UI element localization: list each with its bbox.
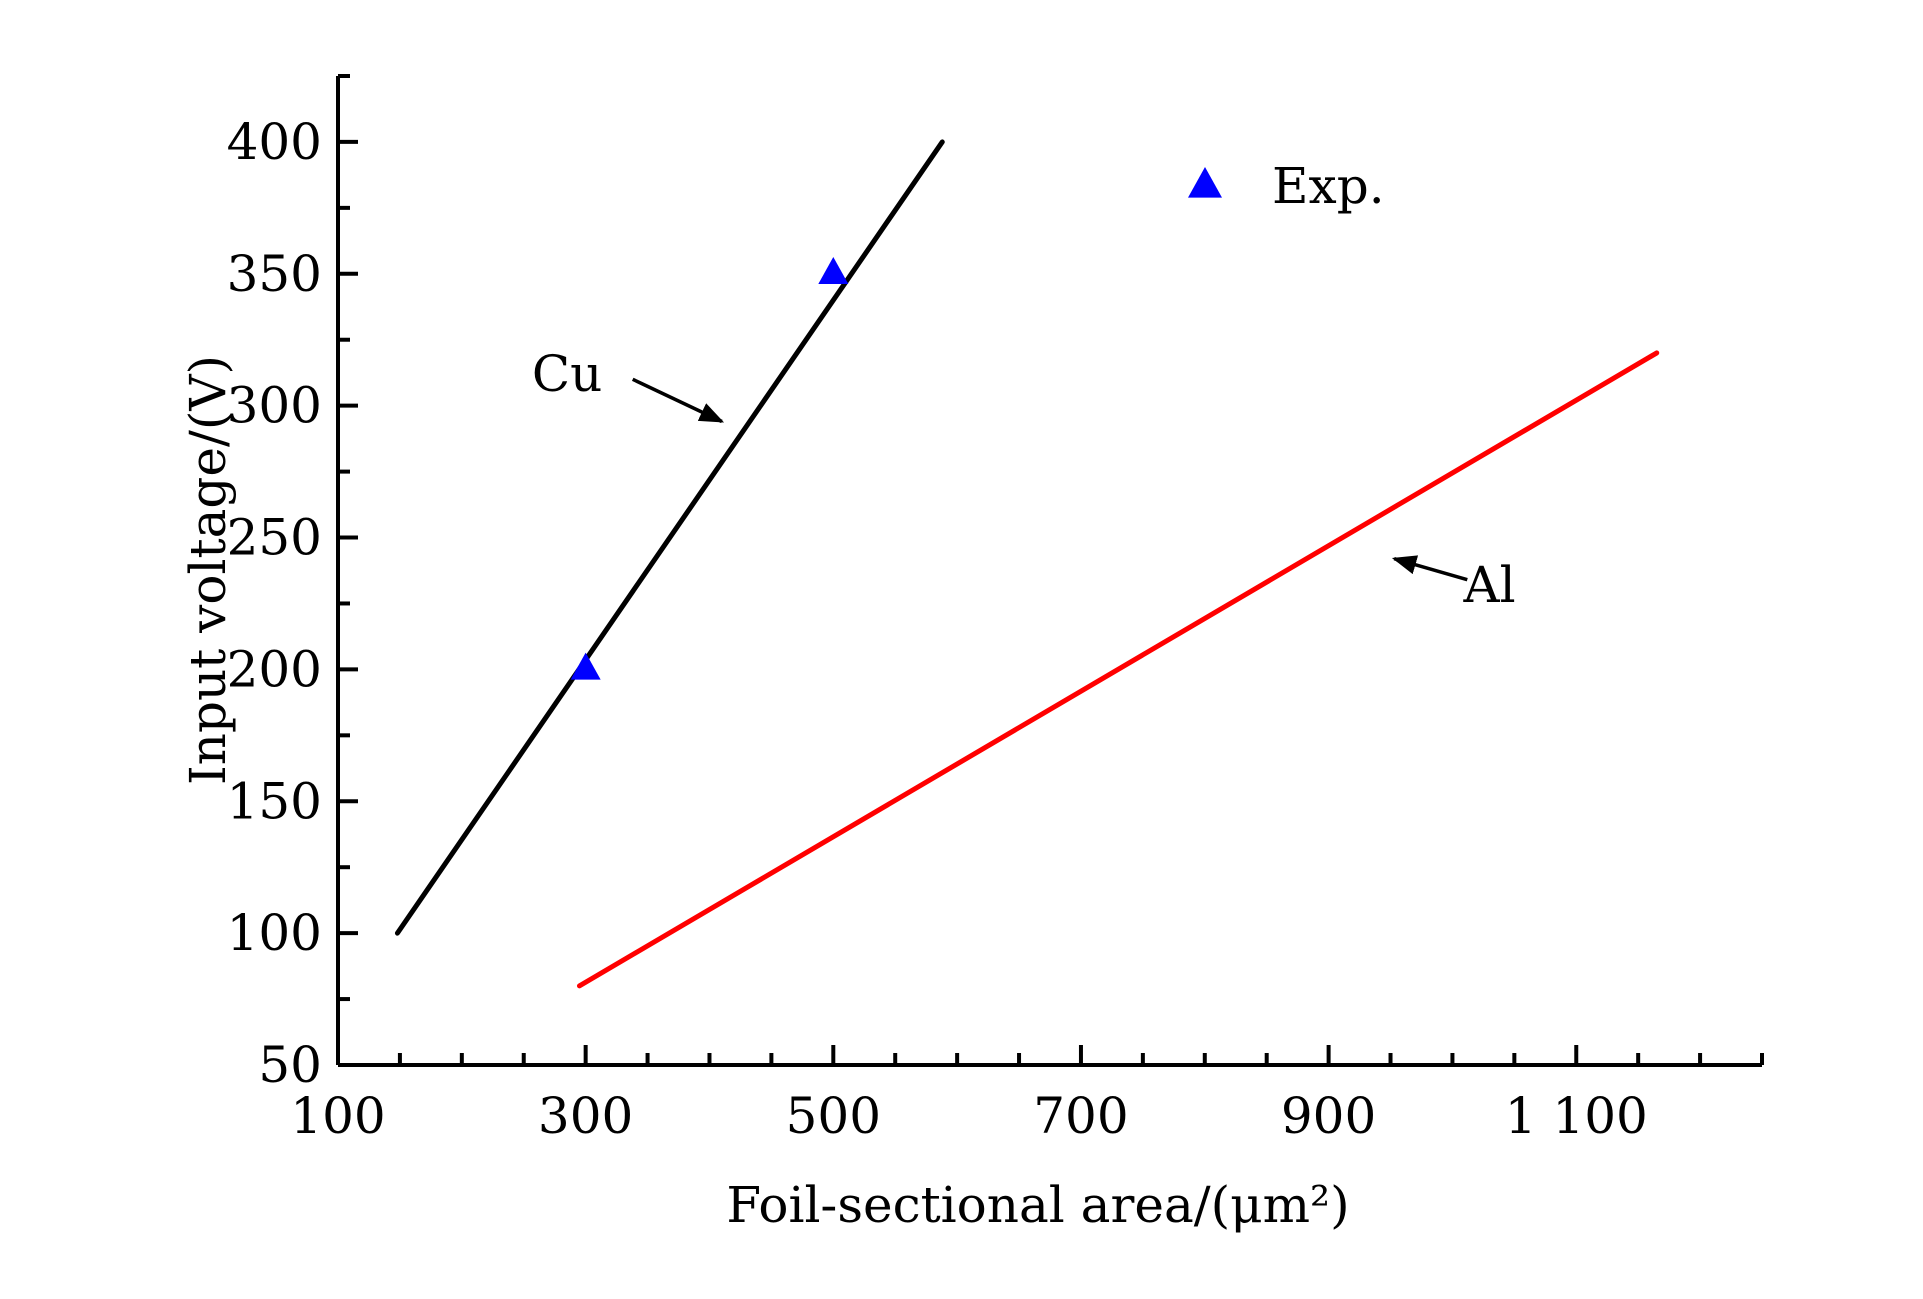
x-tick-label: 700 <box>1033 1087 1128 1145</box>
y-tick-label: 100 <box>227 904 322 962</box>
x-axis-title: Foil-sectional area/(μm²) <box>726 1176 1349 1234</box>
annotation-arrow-al <box>1391 555 1468 582</box>
y-axis-title: Input voltage/(V) <box>179 355 237 785</box>
series-line-cu <box>394 139 945 936</box>
annotation-arrow-cu <box>631 377 725 424</box>
annotation-label-cu: Cu <box>532 345 602 403</box>
y-tick-label: 250 <box>227 509 322 567</box>
axes: 100 300 500 700 900 1 10050100150200250300350… <box>227 74 1764 1145</box>
x-tick-label: 900 <box>1281 1087 1376 1145</box>
exp-data-point <box>570 652 601 680</box>
series-line-al <box>576 350 1660 989</box>
x-tick-label: 500 <box>786 1087 881 1145</box>
legend: Exp. <box>1188 157 1385 215</box>
y-tick-label: 400 <box>227 113 322 171</box>
y-tick-label: 300 <box>227 377 322 435</box>
annotation-label-al: Al <box>1463 556 1516 614</box>
series-layer <box>394 139 1660 989</box>
y-tick-label: 150 <box>227 772 322 830</box>
x-tick-label: 1 100 <box>1505 1087 1648 1145</box>
x-tick-label: 300 <box>538 1087 633 1145</box>
legend-marker-icon <box>1188 167 1222 198</box>
annotation-layer: Cu Al <box>532 345 1516 614</box>
y-tick-label: 50 <box>258 1036 322 1094</box>
exp-data-point <box>818 257 849 285</box>
legend-label: Exp. <box>1272 157 1385 215</box>
x-tick-label: 100 <box>290 1087 385 1145</box>
y-tick-label: 350 <box>227 245 322 303</box>
y-tick-label: 200 <box>227 640 322 698</box>
